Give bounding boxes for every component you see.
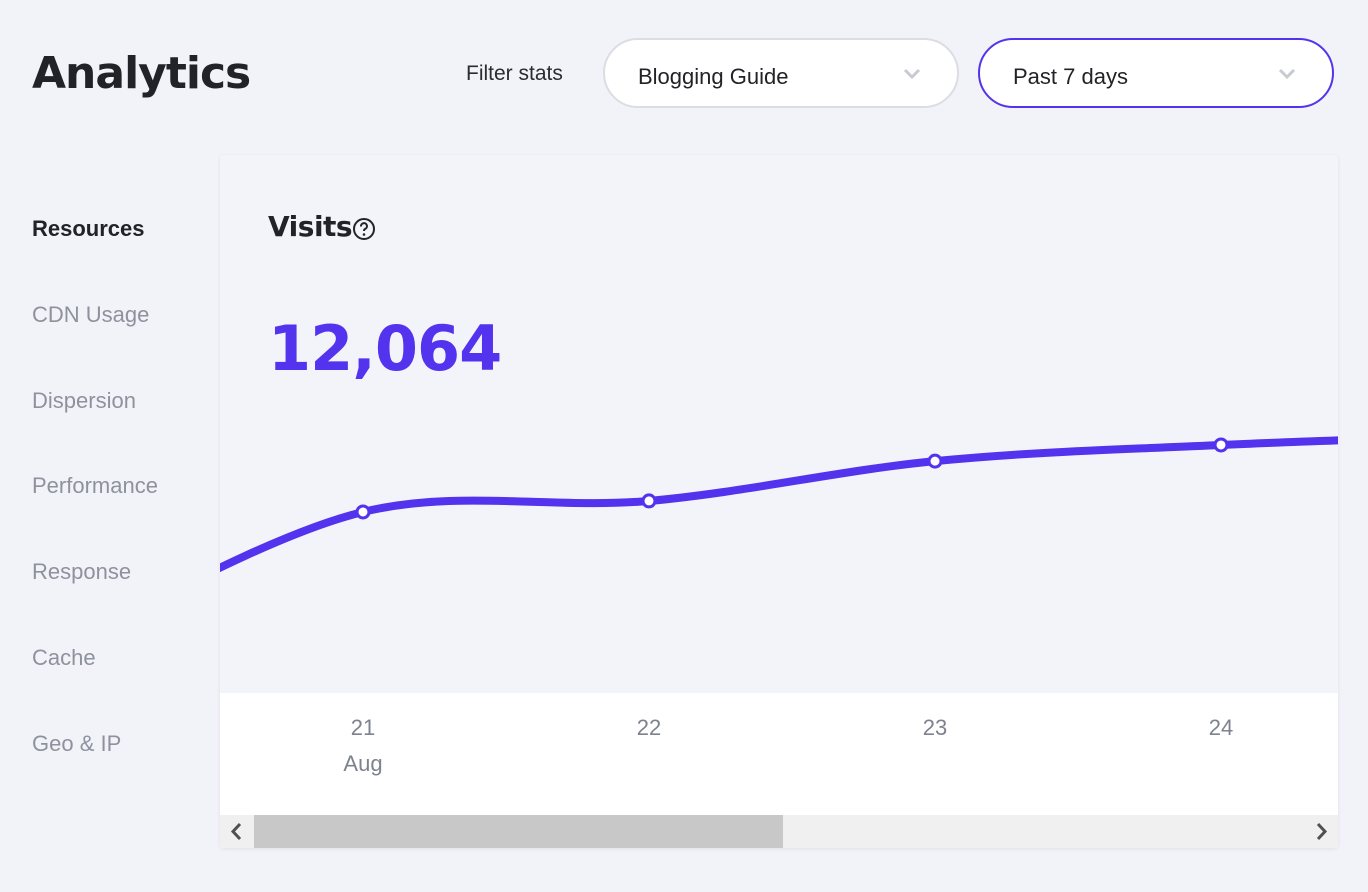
chevron — [1278, 68, 1296, 80]
x-tick-label: 21 — [351, 715, 375, 740]
chevron — [903, 68, 921, 80]
x-tick-label: 24 — [1209, 715, 1233, 740]
scrollbar-thumb[interactable] — [254, 815, 783, 848]
nav-item[interactable]: Performance — [32, 473, 158, 499]
dropdown-value: Past 7 days — [1013, 64, 1128, 89]
nav-item[interactable]: Response — [32, 559, 132, 585]
point — [355, 504, 371, 520]
dropdown-value: Blogging Guide — [638, 64, 789, 89]
chart-title: Visits — [268, 210, 353, 243]
nav-item[interactable]: Cache — [32, 645, 96, 670]
total-visits: 12,064 — [268, 312, 502, 385]
scroll-right[interactable] — [1316, 822, 1328, 841]
site-dropdown[interactable]: Blogging Guide — [603, 38, 959, 108]
filter-label: Filter stats — [466, 62, 563, 85]
plot-area — [220, 436, 1338, 573]
x-tick-label: 23 — [923, 715, 947, 740]
nav-item[interactable]: Geo & IP — [32, 730, 122, 756]
nav-item[interactable]: Resources — [32, 216, 145, 241]
point — [641, 493, 657, 509]
nav-item[interactable]: CDN Usage — [32, 301, 150, 327]
point — [1213, 437, 1229, 453]
page-title: Analytics — [32, 48, 251, 99]
nav-item[interactable]: Dispersion — [32, 387, 136, 413]
point — [927, 453, 943, 469]
axis-band — [220, 693, 1338, 815]
help-icon[interactable] — [352, 217, 376, 241]
chart: 21 22 23 24 Aug — [220, 436, 1338, 848]
line — [220, 436, 1338, 573]
period-dropdown[interactable]: Past 7 days — [978, 38, 1334, 108]
scroll-left[interactable] — [230, 822, 242, 841]
month-label: Aug — [343, 751, 382, 776]
x-tick-label: 22 — [637, 715, 661, 740]
